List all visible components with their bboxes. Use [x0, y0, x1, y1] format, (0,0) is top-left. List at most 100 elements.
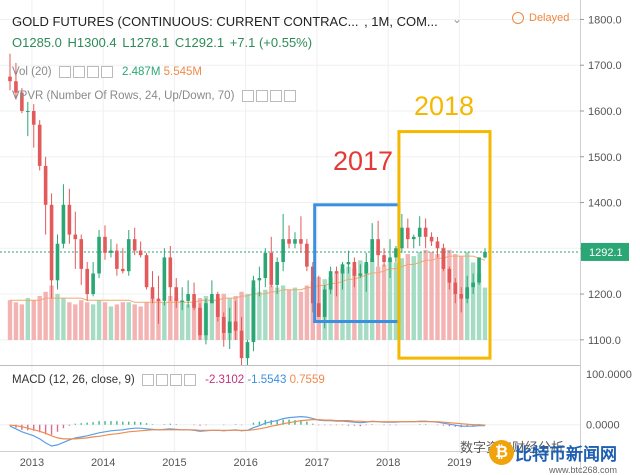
- candle-body: [477, 257, 481, 283]
- volume-bar: [304, 285, 310, 340]
- price-tick-label: 1800.0: [588, 14, 622, 26]
- macd-line: [9, 415, 485, 447]
- settings-icon[interactable]: [72, 66, 85, 78]
- candle-body: [251, 280, 256, 343]
- volume-bar: [150, 298, 155, 340]
- ohlc-close: C1292.1: [174, 35, 225, 50]
- volume-bar: [43, 291, 48, 340]
- box-2018: [397, 130, 492, 360]
- macd-axis[interactable]: 100.0000 0.0000: [586, 369, 632, 432]
- candle-body: [79, 239, 84, 269]
- volume-bar: [257, 291, 262, 340]
- candle-body: [257, 278, 262, 281]
- bitcoin-logo-icon: ₿: [489, 440, 514, 465]
- eye-icon[interactable]: [141, 374, 154, 386]
- eye-icon[interactable]: [58, 66, 71, 78]
- candle-body: [358, 273, 363, 276]
- candles: [8, 53, 487, 365]
- price-tag-label: 1292.1: [589, 247, 623, 259]
- chart-header: GOLD FUTURES (CONTINUOUS: CURRENT CONTRA…: [12, 14, 440, 29]
- add-icon[interactable]: [269, 90, 282, 102]
- candle-body: [115, 250, 119, 269]
- time-tick-label: 2014: [91, 457, 115, 469]
- candle-body: [328, 271, 333, 290]
- candle-body: [144, 255, 149, 288]
- site-url: www.btc268.com: [548, 465, 617, 475]
- candle-body: [441, 248, 446, 269]
- volume-bar: [405, 254, 411, 340]
- candle-body: [150, 287, 155, 299]
- candle-body: [67, 204, 72, 235]
- eye-icon[interactable]: [241, 90, 254, 102]
- candle-body: [346, 262, 351, 265]
- close-icon[interactable]: [183, 374, 196, 386]
- time-axis[interactable]: 2013 2014 2015 2016 2017 2018 2019: [20, 457, 472, 469]
- vol-value-2: 5.545M: [163, 66, 202, 79]
- candle-body: [162, 257, 167, 301]
- volume-bar: [168, 295, 173, 340]
- chevron-down-icon[interactable]: ⌄: [452, 12, 463, 26]
- candle-body: [411, 236, 416, 240]
- volume-bar: [280, 285, 286, 340]
- close-icon[interactable]: [100, 66, 113, 78]
- interval-label[interactable]: , 1M, COM...: [364, 14, 438, 29]
- candle-body: [394, 248, 398, 258]
- site-name: 比特币新闻网: [515, 445, 617, 464]
- settings-icon[interactable]: [255, 90, 268, 102]
- volume-bar: [144, 302, 149, 340]
- add-icon[interactable]: [86, 66, 99, 78]
- grid-lines: [0, 0, 580, 451]
- volume-bar: [352, 268, 357, 340]
- macd-label[interactable]: MACD (12, 26, close, 9): [12, 374, 135, 387]
- delayed-indicator[interactable]: Delayed: [512, 12, 569, 25]
- volume-bar: [292, 287, 298, 340]
- vol-legend-buttons: [58, 66, 115, 78]
- candle-body: [269, 252, 274, 285]
- macd-legend-buttons: [141, 374, 198, 386]
- candle-body: [8, 76, 12, 82]
- price-axis[interactable]: 1800.01700.01600.01500.01400.01300.01200…: [580, 14, 622, 347]
- volume-bar: [470, 262, 476, 340]
- candle-body: [216, 294, 220, 317]
- candle-body: [322, 289, 327, 317]
- time-tick-label: 2016: [233, 457, 257, 469]
- time-tick-label: 2017: [305, 457, 329, 469]
- volume-bar: [31, 300, 36, 340]
- macd-pane: [0, 415, 580, 447]
- volume-bar: [126, 302, 131, 340]
- candle-body: [305, 243, 309, 267]
- volume-bar: [114, 304, 120, 340]
- symbol-title[interactable]: GOLD FUTURES (CONTINUOUS: CURRENT CONTRA…: [12, 14, 359, 29]
- vol-label[interactable]: Vol (20): [12, 66, 52, 79]
- volume-bar: [73, 304, 78, 340]
- macd-value-2: -1.5543: [247, 374, 287, 387]
- volume-bar: [138, 306, 143, 340]
- time-tick-label: 2013: [20, 457, 44, 469]
- vpvr-indicator-legend: VPVR (Number Of Rows, 24, Up/Down, 70): [12, 90, 302, 102]
- volume-bar: [381, 264, 387, 340]
- settings-icon[interactable]: [155, 374, 168, 386]
- candle-body: [406, 227, 410, 240]
- signal-line: [9, 419, 486, 440]
- candle-body: [55, 243, 60, 281]
- volume-bar: [239, 291, 244, 340]
- add-icon[interactable]: [169, 374, 182, 386]
- volume-bar: [269, 285, 274, 340]
- candle-body: [311, 266, 315, 304]
- close-icon[interactable]: [283, 90, 296, 102]
- volume-bar: [274, 287, 280, 340]
- volume-bar: [61, 298, 66, 340]
- candle-body: [186, 294, 190, 301]
- ohlc-high: H1300.4: [67, 35, 117, 50]
- price-tick-label: 1100.0: [588, 335, 621, 347]
- candle-body: [227, 321, 232, 333]
- volume-bar: [435, 254, 440, 340]
- volume-bar: [364, 264, 369, 340]
- label-2017: 2017: [333, 146, 394, 176]
- candle-body: [423, 227, 428, 237]
- vpvr-label[interactable]: VPVR (Number Of Rows, 24, Up/Down, 70): [12, 90, 235, 103]
- macd-tick-label: 100.0000: [586, 369, 632, 381]
- volume-bar: [108, 306, 114, 340]
- ohlc-low: L1278.1: [122, 35, 170, 50]
- volume-ma-line: [10, 255, 486, 303]
